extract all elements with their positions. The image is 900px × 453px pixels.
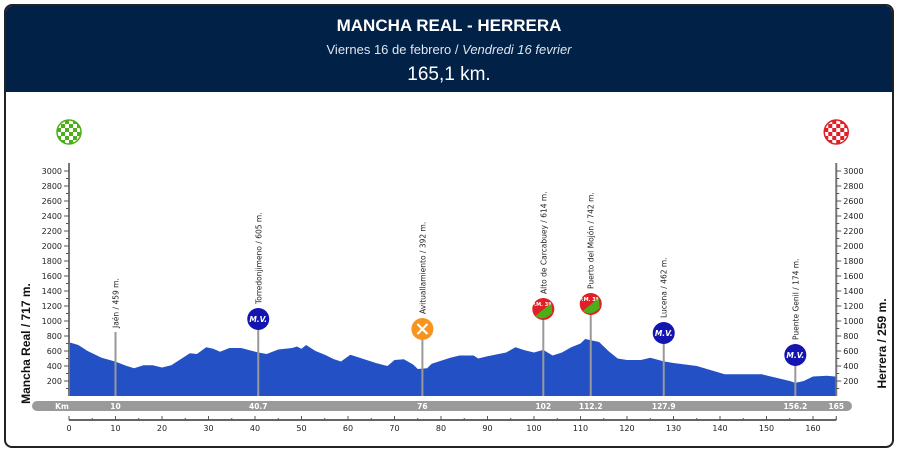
start-label: Mancha Real / 717 m.: [19, 283, 33, 404]
stage-title: MANCHA REAL - HERRERA: [336, 16, 562, 35]
x-tick-label: 40: [250, 424, 260, 433]
y-tick-label-left: 1200: [42, 302, 62, 311]
mv-sprint-icon: [784, 344, 807, 366]
km-marker-label: 127.9: [652, 402, 676, 411]
point-label: Torredonjimeno / 605 m.: [254, 212, 263, 305]
y-tick-label-right: 2800: [843, 182, 863, 191]
date-fr: Vendredi 16 fevrier: [462, 42, 572, 57]
x-tick-label: 130: [666, 424, 681, 433]
x-tick-label: 140: [712, 424, 727, 433]
mountain-icon: [582, 298, 600, 314]
y-tick-label-right: 1200: [843, 302, 863, 311]
km-marker-label: 40.7: [249, 402, 268, 411]
x-tick-label: 150: [759, 424, 774, 433]
pm-icon-text: P.M. 3ª: [579, 297, 599, 303]
y-tick-label-right: 2000: [843, 242, 863, 251]
y-tick-label-left: 800: [47, 332, 62, 341]
y-tick-label-left: 1000: [42, 317, 62, 326]
km-marker-label: 156.2: [783, 402, 807, 411]
stage-header: MANCHA REAL - HERRERA Viernes 16 de febr…: [6, 6, 892, 92]
y-tick-label-left: 2000: [42, 242, 62, 251]
mountain-icon: [535, 303, 553, 319]
y-tick-label-right: 1400: [843, 287, 863, 296]
y-tick-label-right: 2400: [843, 212, 863, 221]
point-label: Lucena / 462 m.: [660, 257, 669, 318]
stage-distance: 165,1 km.: [407, 64, 491, 85]
x-tick-label: 120: [619, 424, 634, 433]
finish-flag-icon: [823, 119, 849, 145]
x-tick-label: 70: [389, 424, 399, 433]
km-bar-label: Km: [55, 402, 69, 411]
y-tick-label-right: 1600: [843, 272, 863, 281]
finish-label: Herrera / 259 m.: [875, 298, 889, 388]
km-marker-label: 112.2: [579, 402, 603, 411]
x-tick-label: 20: [157, 424, 167, 433]
km-marker-label: 10: [110, 402, 120, 411]
fork-knife-icon: [416, 323, 429, 335]
y-tick-label-left: 1400: [42, 287, 62, 296]
y-tick-label-right: 3000: [843, 167, 863, 176]
y-tick-label-right: 400: [843, 362, 858, 371]
point-label: Jaén / 459 m.: [112, 278, 121, 329]
stage-date: Viernes 16 de febrero / Vendredi 16 fevr…: [6, 42, 892, 57]
y-tick-label-right: 2200: [843, 227, 863, 236]
x-tick-label: 10: [110, 424, 120, 433]
y-tick-label-left: 1600: [42, 272, 62, 281]
km-marker-label: 76: [417, 402, 427, 411]
elevation-area: [69, 339, 837, 396]
y-tick-label-right: 800: [843, 332, 858, 341]
y-tick-label-right: 2600: [843, 197, 863, 206]
km-marker-label: 165: [828, 402, 844, 411]
y-tick-label-right: 1800: [843, 257, 863, 266]
y-tick-label-left: 600: [47, 347, 62, 356]
point-label: Puerto del Mojón / 742 m.: [587, 192, 596, 289]
date-es: Viernes 16 de febrero: [326, 42, 452, 57]
y-tick-label-left: 400: [47, 362, 62, 371]
date-separator: /: [451, 42, 463, 57]
x-tick-label: 160: [805, 424, 820, 433]
start-flag-icon: [56, 119, 82, 145]
km-bar: [32, 401, 852, 411]
stage-profile-card: MANCHA REAL - HERRERA Viernes 16 de febr…: [4, 4, 894, 448]
point-label: Avituallamiento / 392 m.: [418, 222, 427, 314]
mv-icon-text: M.V.: [655, 329, 673, 338]
x-tick-label: 30: [203, 424, 213, 433]
x-tick-label: 90: [482, 424, 492, 433]
mv-icon-text: M.V.: [249, 315, 267, 324]
x-tick-label: 50: [296, 424, 306, 433]
mv-sprint-icon: [247, 308, 270, 330]
point-label: Alto de Carcabuey / 614 m.: [539, 191, 548, 294]
x-tick-label: 0: [66, 424, 71, 433]
km-marker-label: 102: [535, 402, 551, 411]
pm-icon-text: P.M. 3ª: [532, 302, 552, 308]
y-tick-label-right: 1000: [843, 317, 863, 326]
mv-sprint-icon: [652, 322, 675, 344]
y-tick-label-left: 2600: [42, 197, 62, 206]
y-tick-label-left: 1800: [42, 257, 62, 266]
y-tick-label-left: 2800: [42, 182, 62, 191]
x-tick-label: 80: [436, 424, 446, 433]
y-tick-label-left: 2400: [42, 212, 62, 221]
x-tick-label: 100: [526, 424, 541, 433]
mv-icon-text: M.V.: [786, 351, 804, 360]
x-tick-label: 110: [573, 424, 588, 433]
y-tick-label-left: 2200: [42, 227, 62, 236]
y-tick-label-left: 200: [47, 377, 62, 386]
x-tick-label: 60: [343, 424, 353, 433]
point-label: Puente Genil / 174 m.: [791, 259, 800, 340]
y-tick-label-right: 200: [843, 377, 858, 386]
y-tick-label-left: 3000: [42, 167, 62, 176]
y-tick-label-right: 600: [843, 347, 858, 356]
